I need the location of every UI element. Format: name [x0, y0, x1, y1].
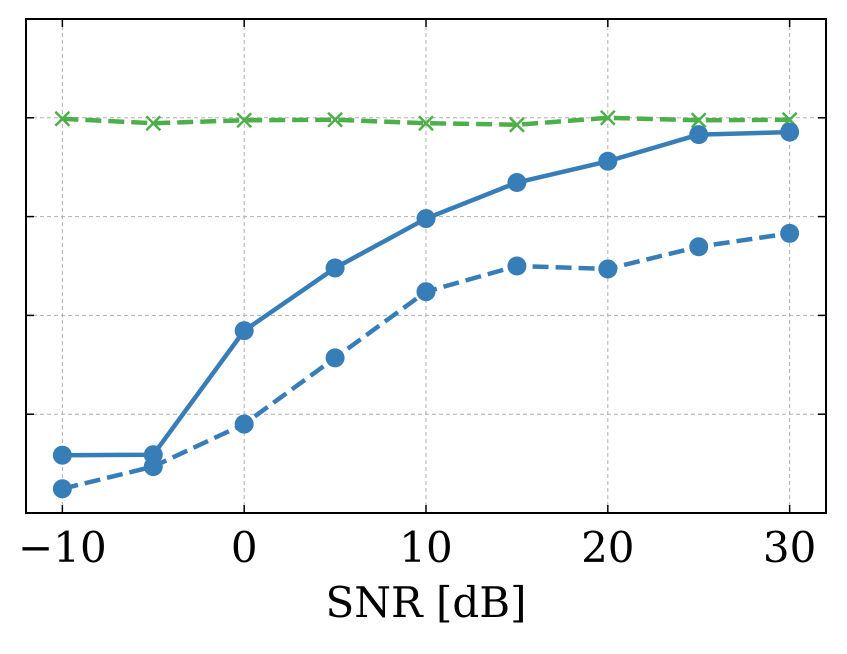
data-point	[52, 445, 72, 465]
x-marker-stroke	[690, 112, 707, 129]
data-point-x-marker	[236, 112, 253, 129]
x-tick-label: 0	[231, 523, 258, 572]
x-tick-label: 30	[763, 523, 816, 572]
data-point-x-marker	[418, 115, 434, 132]
data-point	[234, 414, 254, 434]
data-point-x-marker	[599, 109, 616, 126]
x-marker-stroke	[418, 115, 434, 132]
series-3	[52, 223, 800, 499]
data-point	[780, 122, 800, 142]
data-point-x-marker	[145, 115, 162, 132]
data-point	[416, 282, 436, 302]
x-marker-stroke	[509, 116, 525, 133]
data-point	[598, 151, 618, 171]
x-axis-label: SNR [dB]	[325, 578, 526, 627]
grid	[26, 19, 826, 513]
x-marker-stroke	[145, 115, 162, 132]
x-tick-label: 10	[399, 523, 452, 572]
data-point	[416, 209, 436, 229]
data-point	[325, 258, 345, 278]
x-marker-stroke	[599, 109, 616, 126]
series-line	[62, 115, 790, 127]
series-2	[52, 122, 800, 465]
data-point-x-marker	[690, 112, 707, 129]
data-point	[143, 457, 163, 477]
data-point	[325, 348, 345, 368]
data-point	[689, 125, 709, 145]
x-tick-label: 20	[581, 523, 634, 572]
data-point	[507, 256, 527, 276]
data-point	[52, 479, 72, 499]
data-point-x-marker	[327, 111, 343, 128]
data-point-x-marker	[54, 110, 71, 127]
x-marker-stroke	[236, 112, 253, 129]
ticks: −10 0 10 20 30	[18, 19, 826, 572]
data-point	[689, 237, 709, 257]
data-point	[780, 223, 800, 243]
series-layer	[52, 109, 800, 499]
series-1	[54, 109, 798, 133]
x-marker-stroke	[327, 111, 343, 128]
x-tick-label: −10	[18, 523, 107, 572]
x-marker-stroke	[54, 110, 71, 127]
data-point	[234, 321, 254, 341]
data-point	[507, 173, 527, 193]
data-point-x-marker	[509, 116, 525, 133]
data-point	[598, 259, 618, 279]
